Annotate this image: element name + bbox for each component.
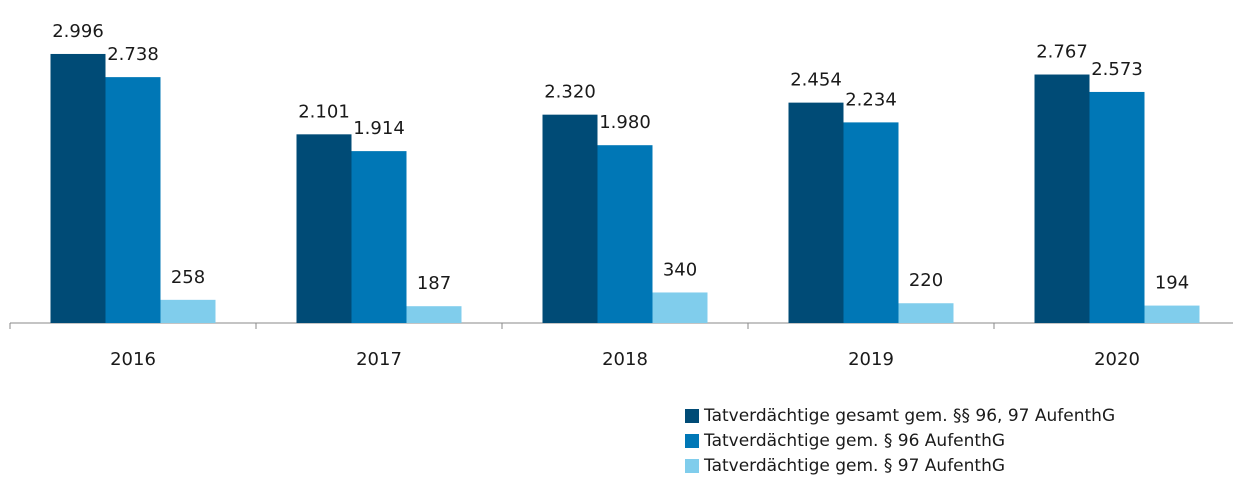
bar — [351, 151, 407, 323]
bar — [1144, 305, 1200, 323]
data-label: 2.573 — [1091, 59, 1143, 80]
bar — [652, 292, 708, 323]
data-label: 2.454 — [790, 70, 842, 91]
bar — [105, 77, 161, 324]
data-label: 2.767 — [1036, 42, 1088, 63]
legend-swatch — [685, 409, 699, 423]
bar — [597, 145, 653, 323]
x-tick-label: 2019 — [848, 349, 894, 370]
legend-label: Tatverdächtige gem. § 96 AufenthG — [703, 431, 1005, 451]
bar — [296, 134, 352, 323]
x-tick-label: 2018 — [602, 349, 648, 370]
bar — [160, 299, 216, 323]
bar — [1034, 74, 1090, 323]
x-tick-label: 2017 — [356, 349, 402, 370]
data-label: 194 — [1155, 273, 1189, 294]
x-tick-label: 2016 — [110, 349, 156, 370]
data-label: 2.234 — [845, 89, 897, 110]
data-label: 1.980 — [599, 112, 651, 133]
data-label: 2.320 — [544, 82, 596, 103]
legend-label: Tatverdächtige gem. § 97 AufenthG — [703, 456, 1005, 476]
bar — [898, 303, 954, 323]
data-label: 1.914 — [353, 118, 405, 139]
data-label: 187 — [417, 273, 451, 294]
legend-swatch — [685, 459, 699, 473]
data-label: 2.738 — [107, 44, 159, 65]
legend-swatch — [685, 434, 699, 448]
data-label: 2.996 — [52, 21, 104, 42]
bar — [542, 114, 598, 323]
bar — [406, 306, 462, 323]
data-label: 340 — [663, 259, 697, 280]
data-label: 220 — [909, 270, 943, 291]
data-label: 2.101 — [298, 101, 350, 122]
bar — [788, 102, 844, 323]
x-tick-label: 2020 — [1094, 349, 1140, 370]
legend-label: Tatverdächtige gesamt gem. §§ 96, 97 Auf… — [703, 406, 1115, 426]
bar — [50, 53, 106, 324]
bar — [1089, 91, 1145, 323]
bar — [843, 122, 899, 323]
data-label: 258 — [171, 267, 205, 288]
